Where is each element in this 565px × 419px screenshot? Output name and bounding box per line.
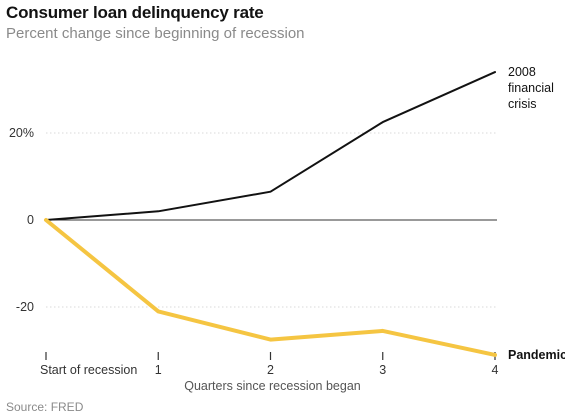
x-axis-ticks: Start of recession 1 2 3 4 [40,352,499,377]
x-tick-label: 2 [267,363,274,377]
pandemic-series-line [44,218,497,357]
series-labels: 2008 financial crisis Pandemic [508,65,565,362]
crisis-2008-series-label: crisis [508,97,536,111]
source-note: Source: FRED [6,400,84,414]
y-tick-label: 0 [27,213,34,227]
chart-title: Consumer loan delinquency rate [6,3,264,22]
y-tick-label: 20% [9,126,34,140]
x-tick-label: 3 [379,363,386,377]
y-axis-ticks: 20% 0 -20 [9,126,34,314]
crisis-2008-series-label: financial [508,81,554,95]
x-tick-label: Start of recession [40,363,137,377]
series-lines [44,71,497,357]
crisis-2008-series-line [45,71,496,221]
x-tick-label: 4 [492,363,499,377]
y-tick-label: -20 [16,300,34,314]
chart-subtitle: Percent change since beginning of recess… [6,25,305,42]
pandemic-series-label: Pandemic [508,348,565,362]
x-tick-label: 1 [155,363,162,377]
grid-lines [46,132,497,308]
crisis-2008-series-label: 2008 [508,65,536,79]
x-axis-title: Quarters since recession began [184,379,361,393]
